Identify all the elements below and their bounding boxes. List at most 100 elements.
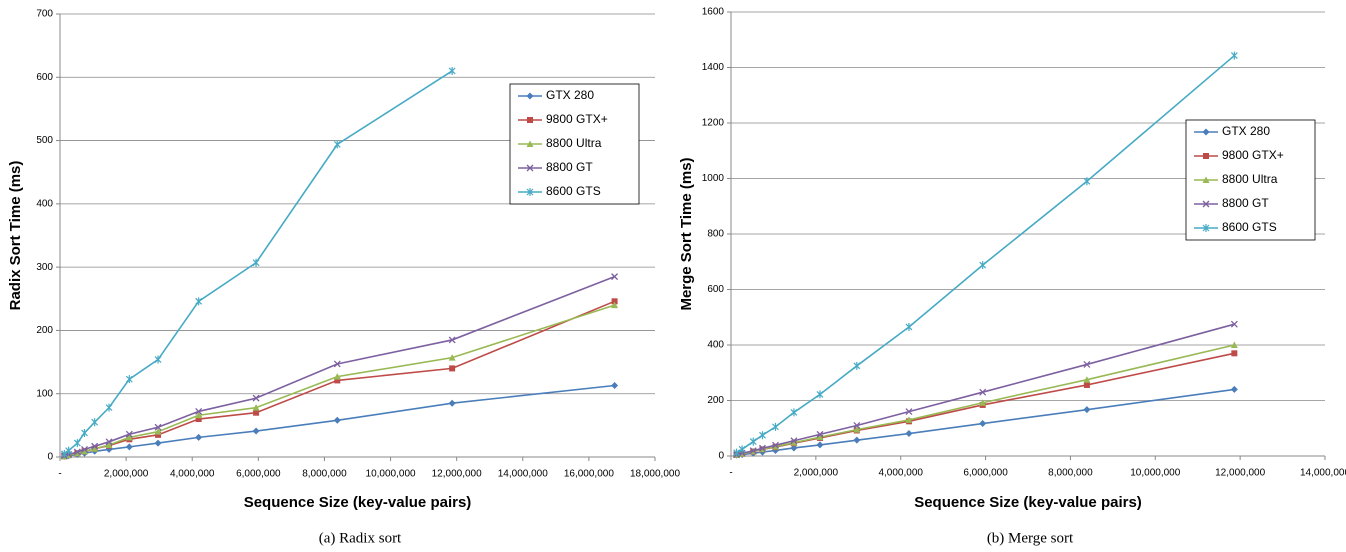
data-point — [91, 442, 99, 450]
data-point — [905, 408, 913, 416]
series-line — [736, 388, 1235, 456]
x-tick-label: 6,000,000 — [236, 469, 281, 480]
data-point — [60, 449, 68, 458]
legend-marker — [1202, 128, 1210, 136]
data-point — [105, 403, 113, 412]
x-tick-label: 18,000,000 — [630, 469, 680, 480]
legend-label: 8800 GT — [546, 160, 593, 174]
data-point — [73, 448, 81, 456]
data-point — [195, 433, 203, 441]
data-point — [611, 273, 619, 281]
x-tick-label: - — [58, 469, 61, 480]
data-point — [125, 375, 133, 384]
x-tick-label: 10,000,000 — [1130, 468, 1180, 479]
data-point — [1230, 385, 1238, 393]
y-tick-label: 0 — [47, 452, 53, 463]
data-point — [195, 416, 202, 423]
data-point — [1083, 406, 1091, 414]
data-point — [790, 437, 798, 445]
x-tick-label: 4,000,000 — [170, 469, 215, 480]
legend-label: GTX 280 — [1222, 124, 1270, 138]
data-point — [81, 428, 88, 437]
legend-label: 9800 GTX+ — [1222, 148, 1284, 162]
series-line — [736, 323, 1235, 456]
y-tick-label: 400 — [36, 198, 53, 209]
data-point — [334, 377, 341, 384]
data-point — [1083, 177, 1091, 186]
data-point — [816, 441, 824, 449]
data-point — [333, 140, 341, 149]
data-point — [790, 439, 798, 446]
data-point — [738, 445, 746, 454]
data-point — [65, 446, 73, 455]
y-tick-label: 300 — [36, 262, 53, 273]
caption: (b) Merge sort — [987, 530, 1074, 546]
data-point — [448, 399, 456, 407]
legend-marker — [1202, 200, 1210, 208]
data-point — [979, 261, 987, 270]
y-tick-label: 200 — [707, 395, 724, 406]
data-point — [905, 322, 913, 331]
legend-label: GTX 280 — [546, 88, 594, 102]
data-point — [816, 430, 824, 438]
y-tick-label: 1000 — [702, 173, 725, 184]
data-point — [611, 381, 619, 389]
data-point — [816, 433, 824, 441]
legend-marker — [526, 188, 534, 196]
data-point — [448, 354, 456, 361]
data-point — [333, 373, 341, 380]
data-point — [905, 430, 913, 438]
caption: (a) Radix sort — [319, 530, 402, 546]
data-point — [1230, 51, 1238, 60]
y-tick-label: 600 — [707, 284, 724, 295]
data-point — [759, 431, 766, 440]
y-tick-label: 600 — [36, 72, 53, 83]
data-point — [154, 355, 162, 364]
data-point — [979, 388, 987, 396]
data-point — [81, 445, 88, 453]
data-point — [81, 447, 89, 455]
data-point — [790, 408, 798, 417]
series-line — [736, 54, 1235, 454]
data-point — [154, 423, 162, 431]
data-point — [758, 444, 766, 452]
data-point — [252, 258, 260, 267]
legend-label: 9800 GTX+ — [546, 112, 608, 126]
legend-marker — [1203, 153, 1209, 159]
y-tick-label: 100 — [36, 388, 53, 399]
data-point — [772, 422, 779, 431]
data-point — [749, 437, 757, 446]
data-point — [125, 433, 133, 441]
data-point — [253, 409, 260, 416]
legend-label: 8800 GT — [1222, 196, 1269, 210]
x-tick-label: 8,000,000 — [1048, 468, 1093, 479]
legend-marker — [526, 92, 534, 100]
data-point — [749, 447, 757, 455]
x-tick-label: 10,000,000 — [366, 469, 416, 480]
y-tick-label: 700 — [36, 9, 53, 20]
x-tick-label: 12,000,000 — [432, 469, 482, 480]
data-point — [195, 411, 203, 419]
legend-marker — [1202, 176, 1210, 183]
x-tick-label: 14,000,000 — [1300, 468, 1346, 479]
data-point — [252, 404, 260, 411]
data-point — [853, 422, 861, 429]
y-tick-label: 1400 — [702, 62, 725, 73]
legend-label: 8800 Ultra — [546, 136, 602, 150]
data-point — [1083, 360, 1091, 368]
x-tick-label: 8,000,000 — [302, 469, 347, 480]
x-tick-label: - — [729, 468, 732, 479]
data-point — [154, 428, 162, 435]
data-point — [252, 394, 260, 402]
data-point — [1083, 376, 1091, 383]
y-tick-label: 200 — [36, 325, 53, 336]
data-point — [105, 441, 113, 448]
legend-label: 8800 Ultra — [1222, 172, 1278, 186]
x-axis-title: Sequence Size (key-value pairs) — [244, 494, 472, 511]
data-point — [853, 436, 861, 444]
data-point — [73, 439, 81, 448]
y-tick-label: 1600 — [702, 7, 725, 18]
data-point — [155, 431, 162, 438]
y-axis-title: Merge Sort Time (ms) — [678, 157, 695, 310]
legend-label: 8600 GTS — [1222, 220, 1277, 234]
